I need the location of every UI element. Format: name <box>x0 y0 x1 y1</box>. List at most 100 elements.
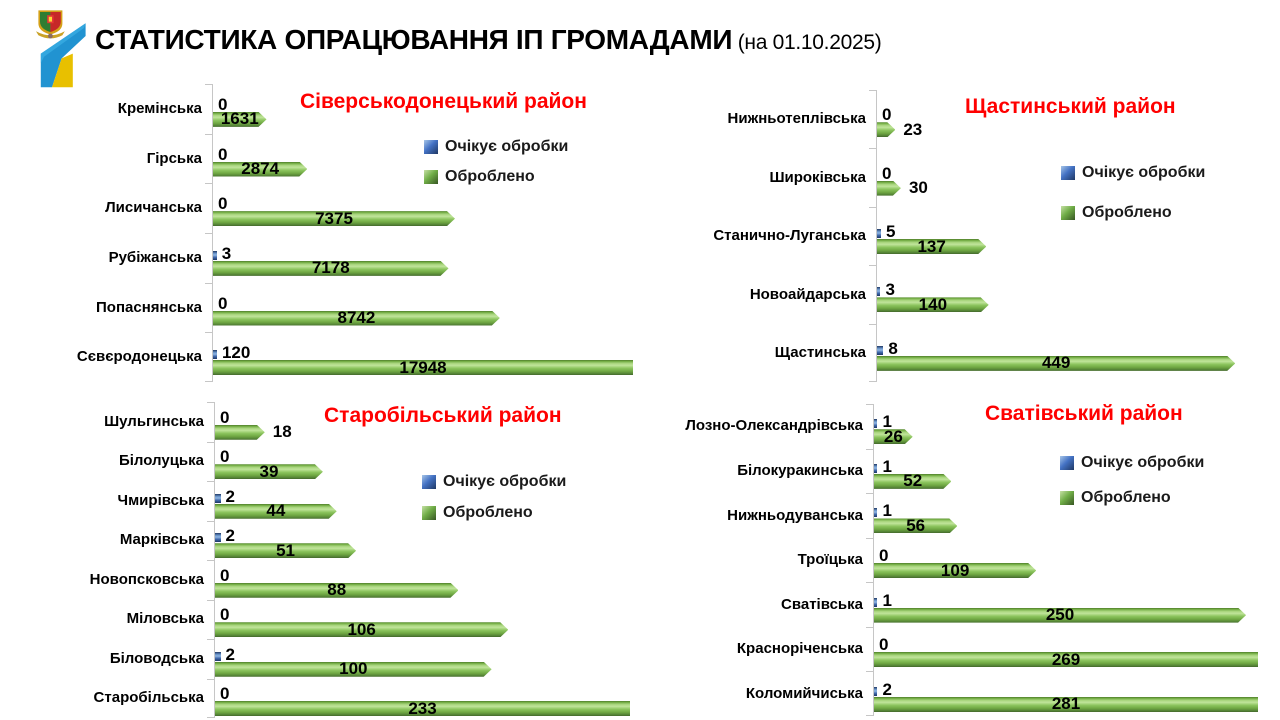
category-label: Новоайдарська <box>749 285 866 303</box>
category-label: Нижньодуванська <box>727 506 863 524</box>
legend-item-pending: Очікує обробки <box>1061 164 1205 182</box>
pending-value: 0 <box>218 144 228 164</box>
category-label: Сєвєродонецька <box>76 348 202 366</box>
pending-value: 1 <box>882 412 892 432</box>
category-label: Нижньотеплівська <box>727 110 866 128</box>
legend-label: Оброблено <box>1081 489 1171 506</box>
category-row: Коломийчиська 2 281 <box>635 671 1258 717</box>
processed-bar <box>874 696 1258 712</box>
category-plot: 0 106 <box>207 599 630 639</box>
page-title-date: (на 01.10.2025) <box>732 31 882 54</box>
pending-bar <box>874 508 878 518</box>
category-label: Троїцька <box>797 551 863 569</box>
category-label: Кремінська <box>117 99 202 117</box>
category-row: Білокуракинська 1 52 <box>635 448 1258 494</box>
processed-value: 2874 <box>241 159 280 179</box>
category-plot: 3 140 <box>869 265 1260 324</box>
page-title-main: СТАТИСТИКА ОПРАЦЮВАННЯ ІП ГРОМАДАМИ <box>95 24 733 55</box>
pending-value: 2 <box>225 486 235 506</box>
category-label: Лозно-Олександрівська <box>685 417 863 435</box>
processed-value: 100 <box>339 659 368 679</box>
pending-value: 0 <box>218 293 228 313</box>
category-label: Шульгинська <box>104 412 204 430</box>
pending-bar <box>874 597 878 607</box>
legend-label: Очікує обробки <box>1081 454 1205 471</box>
category-label: Красноріченська <box>736 640 863 658</box>
pending-value: 0 <box>220 565 230 585</box>
category-row: Сватівська 1 250 <box>635 582 1258 627</box>
category-row: Станично-Луганська 5 137 <box>648 206 1260 266</box>
processed-swatch-icon <box>422 506 436 520</box>
processed-value: 30 <box>908 178 928 198</box>
plot-area: Шульгинська 0 18 Білолуцька 0 39 Чмирівська 2 44… <box>58 402 630 718</box>
category-label: Міловська <box>126 610 204 628</box>
plot-area: Нижньотеплівська 0 23 Широківська 0 30 Станичн… <box>648 90 1260 383</box>
processed-value: 137 <box>917 236 946 256</box>
processed-value: 1631 <box>220 109 259 129</box>
legend: Очікує обробки Оброблено <box>1061 164 1205 244</box>
processed-value: 44 <box>266 501 286 521</box>
category-plot: 1 26 <box>866 404 1258 449</box>
pending-bar <box>877 287 881 297</box>
chart-shchastynskyi-district: Щастинський район Нижньотеплівська 0 23 Шир… <box>648 90 1260 383</box>
chart-svativskyi-district: Сватівський район Лозно-Олександрівська 1… <box>635 402 1258 717</box>
category-plot: 0 233 <box>207 678 630 718</box>
processed-bar <box>215 701 630 717</box>
district-title: Сватівський район <box>985 402 1183 425</box>
category-plot: 0 109 <box>866 537 1258 583</box>
district-title: Сіверськодонецький район <box>300 90 587 113</box>
processed-value: 233 <box>408 698 437 718</box>
ribbon-blue-light <box>40 23 86 64</box>
category-plot: 0 2874 <box>205 133 633 184</box>
category-row: Лисичанська 0 7375 <box>88 183 633 234</box>
category-label: Новопсковська <box>89 570 204 588</box>
district-title: Старобільський район <box>324 404 562 427</box>
pending-value: 0 <box>218 94 228 114</box>
processed-value: 23 <box>903 119 923 139</box>
category-row: Міловська 0 106 <box>58 599 630 639</box>
legend-label: Оброблено <box>445 168 535 185</box>
pending-value: 0 <box>220 605 230 625</box>
processed-value: 18 <box>272 422 292 442</box>
processed-value: 17948 <box>399 357 447 377</box>
plot-area: Кремінська 0 1631 Гірська 0 2874 Лисичанська 0 7… <box>76 84 633 383</box>
category-label: Щастинська <box>774 343 866 361</box>
legend-item-pending: Очікує обробки <box>1060 454 1204 472</box>
category-label: Біловодська <box>109 649 204 667</box>
processed-value: 140 <box>918 295 948 315</box>
legend-label: Очікує обробки <box>445 138 569 155</box>
category-row: Красноріченська 0 269 <box>635 626 1258 672</box>
category-label: Гірська <box>146 149 202 167</box>
category-plot: 1 52 <box>866 448 1258 494</box>
category-plot: 0 30 <box>869 148 1260 207</box>
processed-bar <box>874 474 951 489</box>
processed-bar <box>877 297 989 312</box>
category-row: Старобільська 0 233 <box>58 678 630 718</box>
processed-value: 281 <box>1051 694 1081 714</box>
processed-value: 26 <box>883 426 903 446</box>
pending-bar <box>874 419 878 429</box>
category-label: Білолуцька <box>118 452 204 470</box>
processed-bar <box>877 239 986 254</box>
category-plot: 0 269 <box>866 626 1258 672</box>
legend-item-processed: Оброблено <box>424 168 568 186</box>
category-row: Гірська 0 2874 <box>88 133 633 184</box>
processed-value: 39 <box>259 461 279 481</box>
processed-bar <box>877 122 895 137</box>
legend-label: Оброблено <box>1082 204 1172 221</box>
processed-bar <box>877 356 1235 371</box>
processed-bar <box>874 563 1036 578</box>
pending-value: 0 <box>879 546 889 566</box>
pending-value: 0 <box>882 105 892 125</box>
pending-value: 0 <box>882 163 892 183</box>
category-row: Щастинська 8 449 <box>648 323 1260 383</box>
category-row: Марківська 2 51 <box>58 520 630 560</box>
processed-bar <box>877 181 901 196</box>
category-plot: 2 51 <box>207 520 630 560</box>
category-plot: 0 39 <box>207 441 630 481</box>
category-label: Лисичанська <box>105 199 202 217</box>
legend-label: Оброблено <box>443 504 533 521</box>
ribbon-blue <box>40 23 86 88</box>
processed-value: 8742 <box>337 308 376 328</box>
pending-swatch-icon <box>1061 166 1075 180</box>
